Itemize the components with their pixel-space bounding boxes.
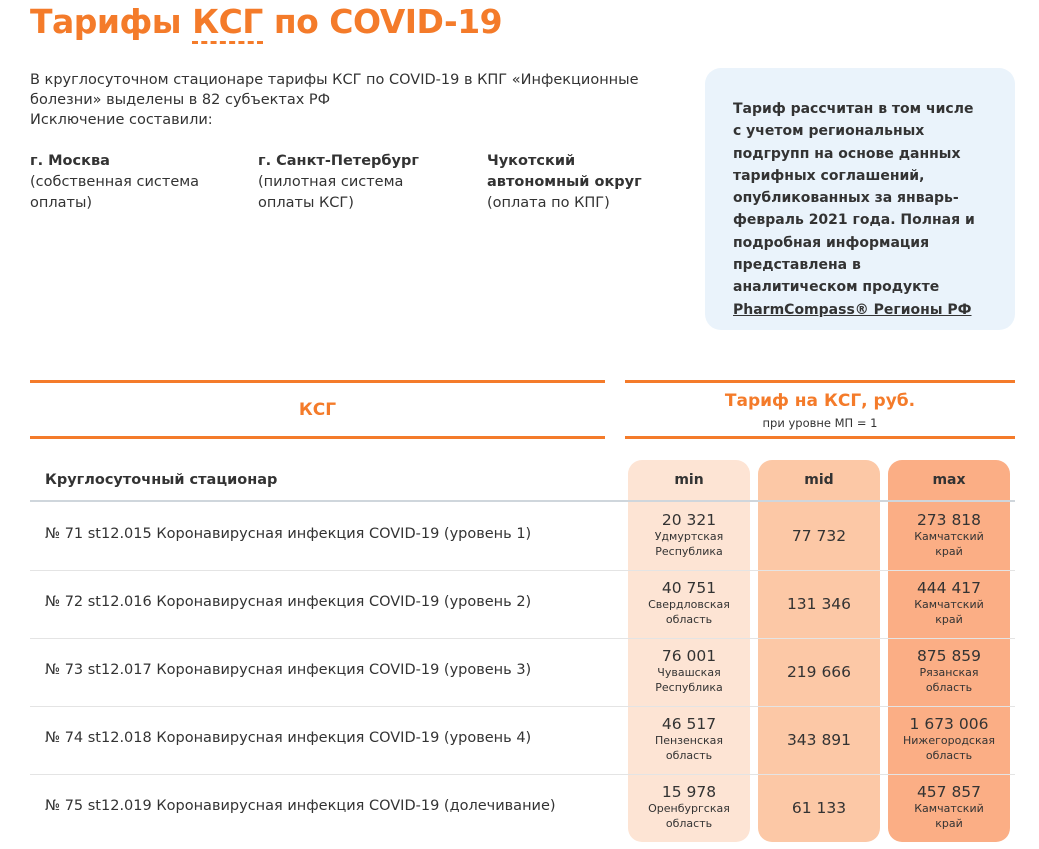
- mid-cell: 131 346: [758, 595, 880, 613]
- intro-text: В круглосуточном стационаре тарифы КСГ п…: [30, 72, 639, 108]
- max-cell: 444 417 Камчатский край: [888, 579, 1010, 627]
- min-value: 46 517: [661, 715, 717, 733]
- min-cell: 76 001 Чувашская Республика: [628, 647, 750, 695]
- row-separator: [30, 570, 1015, 571]
- max-region: Камчатский край: [914, 598, 984, 626]
- min-cell: 15 978 Оренбургская область: [628, 783, 750, 831]
- max-cell: 273 818 Камчатский край: [888, 511, 1010, 559]
- mid-column: [758, 460, 880, 842]
- exception-note: (оплата по КПГ): [487, 195, 610, 211]
- header-line: [625, 436, 1015, 439]
- mid-value: 77 732: [791, 527, 847, 545]
- mid-cell: 61 133: [758, 799, 880, 817]
- column-header: max: [932, 472, 966, 488]
- mid-value: 131 346: [786, 595, 852, 613]
- max-region: Камчатский край: [914, 530, 984, 558]
- row-name: № 71 st12.015 Коронавирусная инфекция CO…: [45, 526, 532, 542]
- max-value: 457 857: [916, 783, 982, 801]
- max-value: 875 859: [916, 647, 982, 665]
- tariff-header: Тариф на КСГ, руб.: [724, 391, 916, 411]
- min-cell: 40 751 Свердловская область: [628, 579, 750, 627]
- min-cell: 20 321 Удмуртская Республика: [628, 511, 750, 559]
- max-value: 444 417: [916, 579, 982, 597]
- exception-note: (собственная система оплаты): [30, 174, 200, 211]
- row-separator: [30, 638, 1015, 639]
- mid-value: 343 891: [786, 731, 852, 749]
- min-region: Пензенская область: [654, 734, 724, 762]
- max-cell: 457 857 Камчатский край: [888, 783, 1010, 831]
- mid-cell: 343 891: [758, 731, 880, 749]
- min-region: Свердловская область: [648, 598, 730, 626]
- max-region: Нижегородская область: [903, 734, 995, 762]
- header-line: [625, 380, 1015, 383]
- section-label: Круглосуточный стационар: [45, 472, 278, 488]
- header-line: [30, 380, 605, 383]
- exception-name: г. Москва: [30, 153, 110, 169]
- min-value: 15 978: [661, 783, 717, 801]
- max-value: 1 673 006: [909, 715, 989, 733]
- info-box: Тариф рассчитан в том числе с учетом рег…: [705, 68, 1015, 330]
- mid-value: 61 133: [791, 799, 847, 817]
- exception: г. Москва (собственная система оплаты): [30, 151, 230, 214]
- header-line: [30, 436, 605, 439]
- tariff-subheader: при уровне МП = 1: [762, 416, 878, 430]
- row-name: № 75 st12.019 Коронавирусная инфекция CO…: [45, 798, 556, 814]
- ksg-header: КСГ: [298, 400, 337, 420]
- exception: Чукотский автономный округ (оплата по КПГ…: [487, 151, 657, 214]
- min-value: 40 751: [661, 579, 717, 597]
- exception: г. Санкт-Петербург (пилотная система опла…: [258, 151, 458, 214]
- row-name: № 72 st12.016 Коронавирусная инфекция CO…: [45, 594, 532, 610]
- max-value: 273 818: [916, 511, 982, 529]
- title-end: по COVID-19: [273, 2, 503, 41]
- max-cell: 1 673 006 Нижегородская область: [888, 715, 1010, 763]
- row-separator: [30, 706, 1015, 707]
- column-header: mid: [804, 472, 834, 488]
- row-name: № 74 st12.018 Коронавирусная инфекция CO…: [45, 730, 532, 746]
- min-value: 20 321: [661, 511, 717, 529]
- min-region: Оренбургская область: [648, 802, 730, 830]
- info-text: Тариф рассчитан в том числе с учетом рег…: [733, 98, 983, 321]
- title: Тарифы КСГ по COVID-19: [30, 2, 503, 44]
- info-body: Тариф рассчитан в том числе с учетом рег…: [733, 101, 975, 296]
- max-cell: 875 859 Рязанская область: [888, 647, 1010, 695]
- min-cell: 46 517 Пензенская область: [628, 715, 750, 763]
- max-column: [888, 460, 1010, 842]
- exception-note: (пилотная система оплаты КСГ): [258, 174, 404, 211]
- mid-value: 219 666: [786, 663, 852, 681]
- exception-name: г. Санкт-Петербург: [258, 153, 419, 169]
- title-term: КСГ: [192, 2, 263, 44]
- intro: В круглосуточном стационаре тарифы КСГ п…: [30, 70, 670, 130]
- min-region: Чувашская Республика: [655, 666, 723, 694]
- min-region: Удмуртская Республика: [654, 530, 724, 558]
- mid-cell: 77 732: [758, 527, 880, 545]
- product-link[interactable]: PharmCompass® Регионы РФ: [733, 301, 972, 318]
- max-region: Рязанская область: [919, 666, 979, 694]
- mid-cell: 219 666: [758, 663, 880, 681]
- min-value: 76 001: [661, 647, 717, 665]
- intro-text: Исключение составили:: [30, 112, 213, 128]
- column-header: min: [674, 472, 704, 488]
- min-column: [628, 460, 750, 842]
- title-start: Тарифы: [30, 2, 182, 41]
- exception-name: Чукотский автономный округ: [487, 153, 642, 190]
- row-separator: [30, 774, 1015, 775]
- max-region: Камчатский край: [914, 802, 984, 830]
- row-separator: [30, 500, 1015, 502]
- row-name: № 73 st12.017 Коронавирусная инфекция CO…: [45, 662, 532, 678]
